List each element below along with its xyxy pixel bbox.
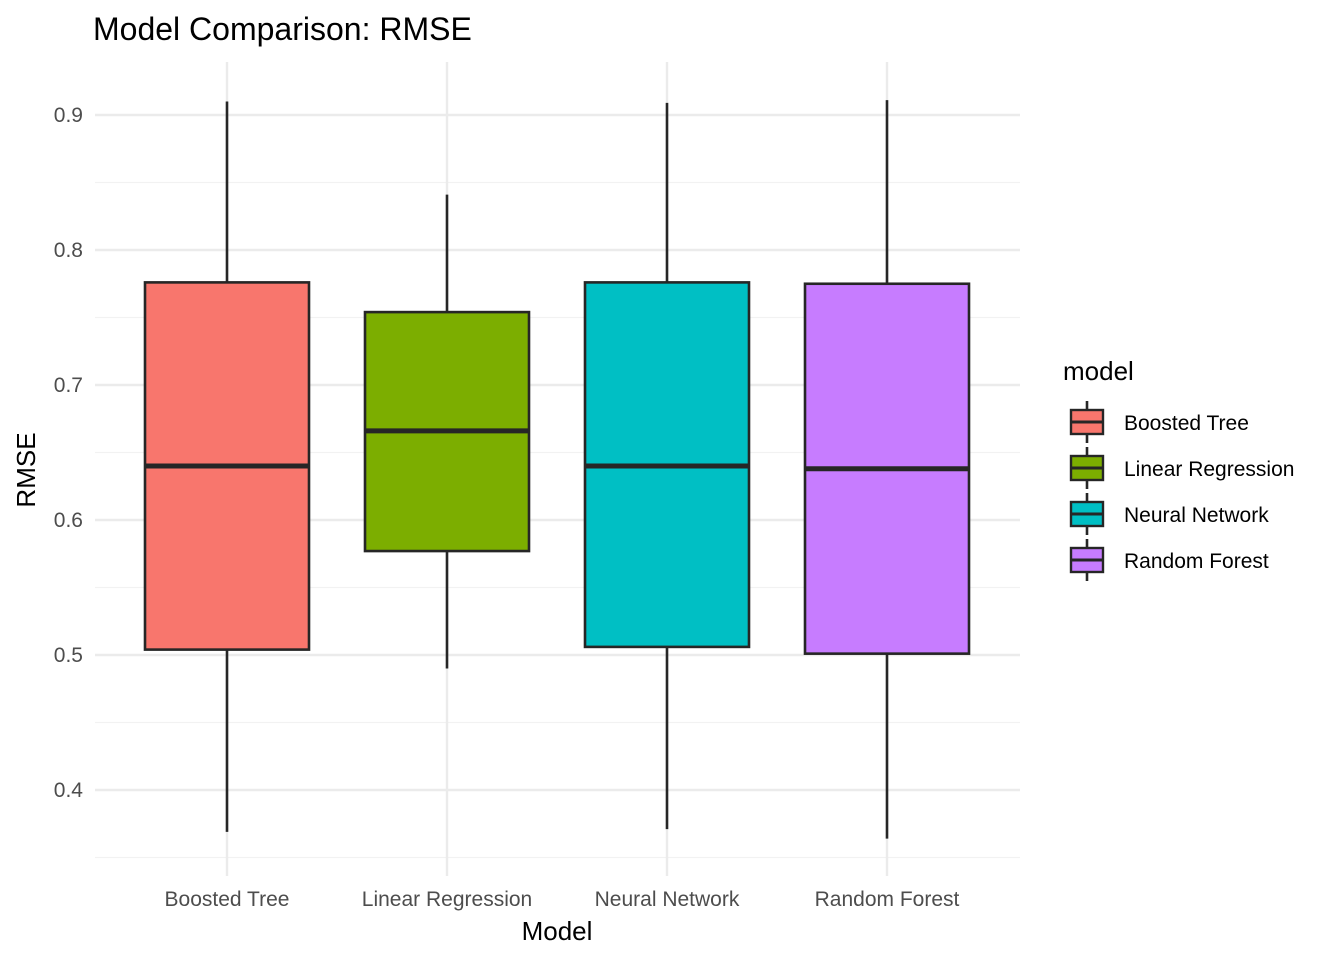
legend-label: Random Forest [1124, 550, 1269, 573]
y-tick-label: 0.8 [54, 239, 83, 262]
y-axis-ticks: 0.4 0.5 0.6 0.7 0.8 0.9 [54, 104, 84, 802]
x-tick-label: Random Forest [815, 888, 960, 911]
y-tick-label: 0.9 [54, 104, 83, 127]
chart-title: Model Comparison: RMSE [93, 11, 472, 47]
x-axis-ticks: Boosted Tree Linear Regression Neural Netw… [165, 888, 960, 911]
y-tick-label: 0.7 [54, 374, 83, 397]
y-tick-label: 0.4 [54, 779, 84, 802]
y-axis-title: RMSE [11, 432, 41, 507]
y-tick-label: 0.6 [54, 509, 83, 532]
legend: model Boosted Tree Linear Regression Neura… [1063, 356, 1294, 581]
legend-label: Neural Network [1124, 504, 1269, 527]
x-tick-label: Boosted Tree [165, 888, 290, 911]
legend-label: Boosted Tree [1124, 412, 1249, 435]
x-tick-label: Linear Regression [362, 888, 532, 911]
legend-title: model [1063, 356, 1134, 386]
x-axis-title: Model [522, 916, 593, 946]
boxes [143, 100, 971, 839]
y-tick-label: 0.5 [54, 644, 83, 667]
legend-label: Linear Regression [1124, 458, 1294, 481]
x-tick-label: Neural Network [595, 888, 740, 911]
